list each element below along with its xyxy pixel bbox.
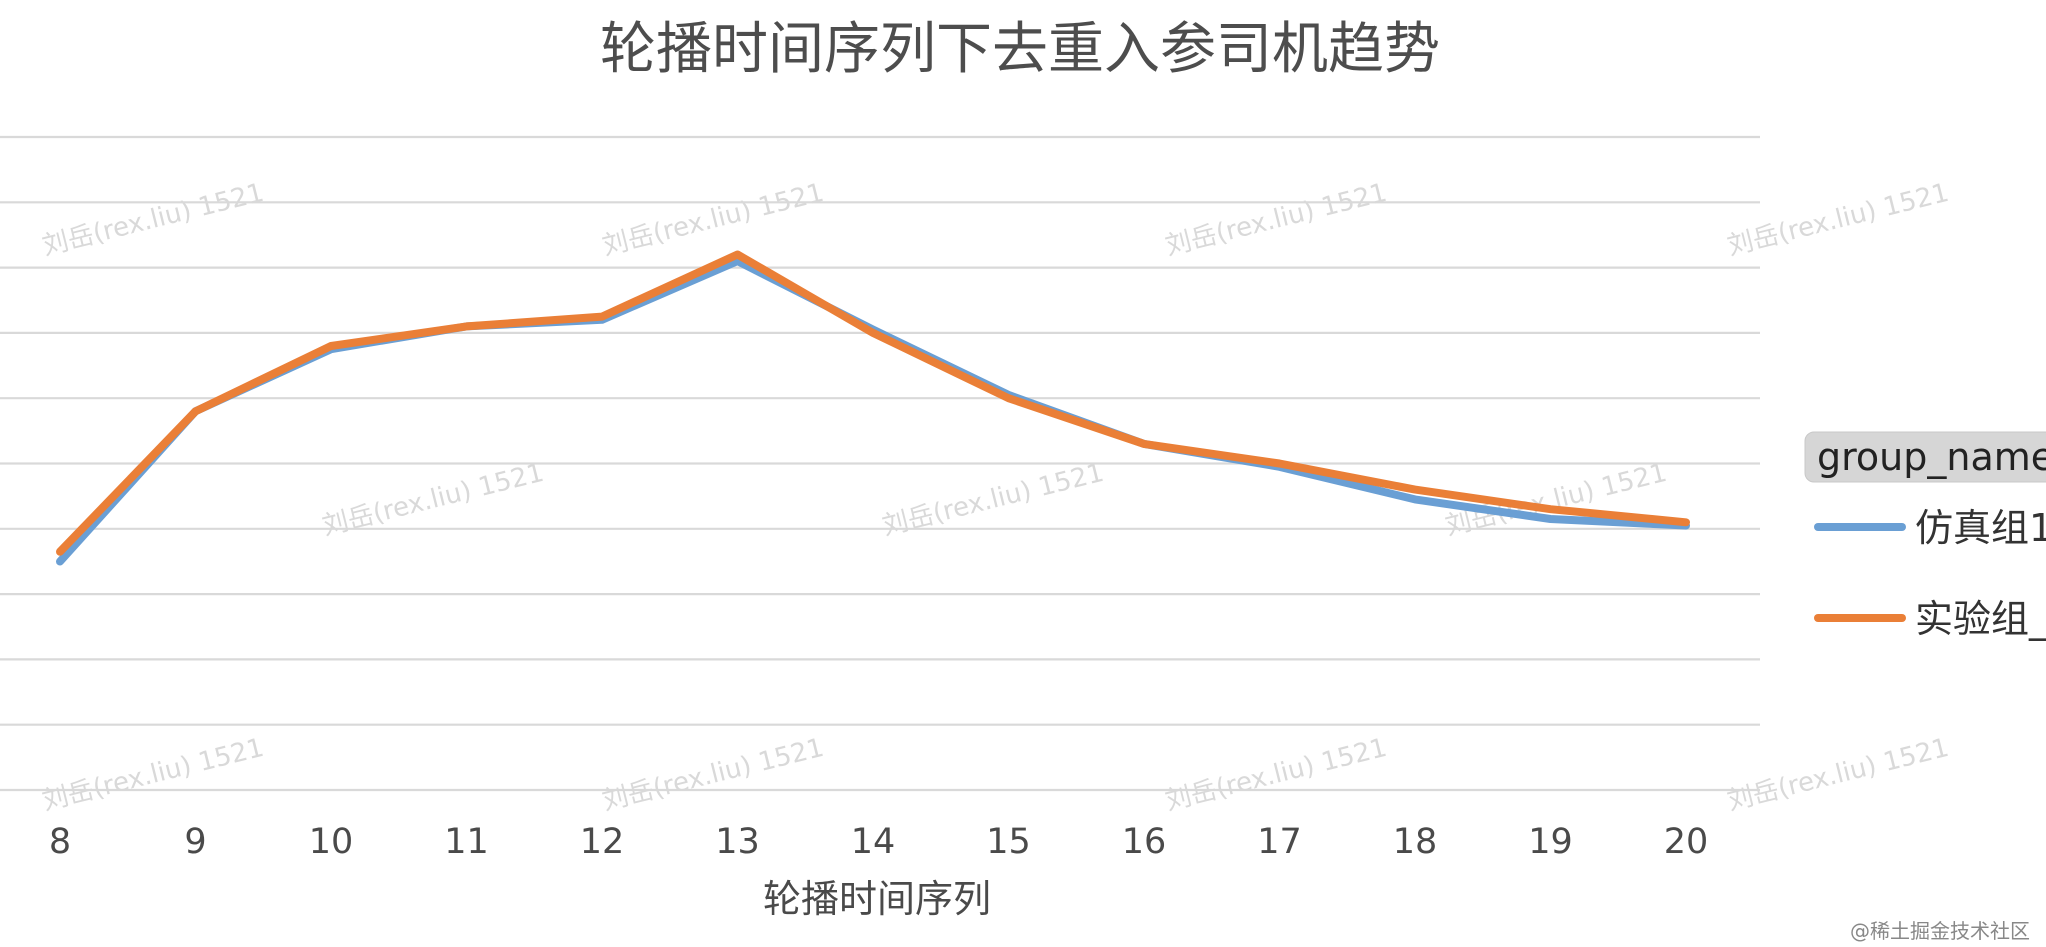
chart-title: 轮播时间序列下去重入参司机趋势: [600, 17, 1440, 82]
x-tick-label: 10: [309, 822, 354, 862]
legend-title: group_name: [1817, 435, 2046, 479]
watermark-text: 刘岳(rex.liu) 1521: [599, 733, 826, 817]
watermark-text: 刘岳(rex.liu) 1521: [1162, 733, 1389, 817]
legend: group_name 仿真组1 实验组_: [1804, 431, 2046, 641]
x-tick-label: 17: [1257, 822, 1302, 862]
site-credit: @稀土掘金技术社区: [1850, 919, 2030, 943]
x-tick-labels: 8 9 10 11 12 13 14 15 16 17 18 19 20: [49, 822, 1708, 862]
watermark-text: 刘岳(rex.liu) 1521: [1724, 733, 1951, 817]
legend-header-box: [1804, 431, 2046, 483]
gridlines: [0, 135, 1760, 792]
watermark-text: 刘岳(rex.liu) 1521: [599, 178, 826, 262]
watermark-text: 刘岳(rex.liu) 1521: [1724, 178, 1951, 262]
x-tick-label: 18: [1393, 822, 1438, 862]
legend-items: 仿真组1 实验组_: [1814, 506, 2046, 641]
x-tick-label: 14: [851, 822, 896, 862]
series-layer: [56, 250, 1690, 566]
series-line-2: [56, 250, 1690, 556]
x-tick-label: 13: [715, 822, 760, 862]
legend-label-1: 仿真组1: [1915, 506, 2046, 550]
x-tick-label: 16: [1122, 822, 1167, 862]
legend-label-2: 实验组_: [1915, 597, 2046, 641]
watermark-text: 刘岳(rex.liu) 1521: [1162, 178, 1389, 262]
watermark-layer: 刘岳(rex.liu) 1521 刘岳(rex.liu) 1521 刘岳(rex.l…: [39, 178, 1951, 817]
x-tick-label: 8: [49, 822, 71, 862]
x-axis-title: 轮播时间序列: [763, 877, 991, 921]
x-tick-label: 9: [184, 822, 206, 862]
watermark-text: 刘岳(rex.liu) 1521: [39, 733, 266, 817]
watermark-text: 刘岳(rex.liu) 1521: [39, 178, 266, 262]
x-tick-label: 11: [444, 822, 489, 862]
x-tick-label: 19: [1528, 822, 1573, 862]
series-line-1: [56, 257, 1690, 566]
x-tick-label: 20: [1664, 822, 1709, 862]
x-tick-label: 15: [986, 822, 1031, 862]
x-tick-label: 12: [580, 822, 625, 862]
